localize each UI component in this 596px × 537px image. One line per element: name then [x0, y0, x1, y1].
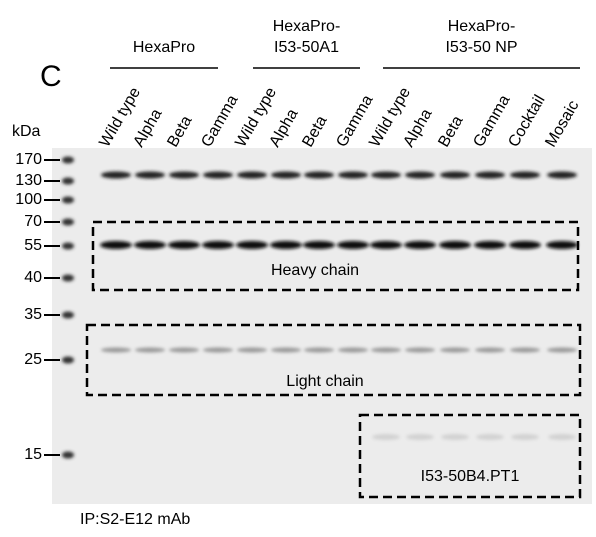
- lane-label: Alpha: [266, 106, 301, 150]
- band: [404, 241, 436, 249]
- band: [169, 171, 199, 179]
- band: [439, 241, 471, 249]
- band: [371, 171, 401, 179]
- lane-label: Alpha: [130, 106, 165, 150]
- band: [304, 171, 334, 179]
- region-box: [358, 413, 582, 499]
- region-label: Heavy chain: [271, 262, 359, 279]
- band: [405, 347, 435, 353]
- band: [405, 171, 435, 179]
- lane-label: Beta: [164, 113, 195, 150]
- marker-label: 55: [24, 237, 42, 254]
- lane-label: Beta: [299, 113, 330, 150]
- band: [475, 171, 505, 179]
- region-box: [91, 220, 580, 292]
- band: [371, 347, 401, 353]
- band: [370, 241, 402, 249]
- band: [547, 171, 577, 179]
- marker-label: 40: [24, 269, 42, 286]
- lane-label: Alpha: [400, 106, 435, 150]
- group-label: HexaPro: [133, 39, 195, 56]
- lane-label: Mosaic: [542, 98, 582, 150]
- region-label: Light chain: [286, 373, 363, 390]
- band: [406, 434, 434, 440]
- band: [511, 434, 539, 440]
- ladder-band: [62, 196, 74, 204]
- band: [547, 347, 577, 353]
- band: [271, 347, 301, 353]
- band: [100, 241, 132, 249]
- band: [135, 347, 165, 353]
- ladder-band: [62, 242, 74, 250]
- ladder-band: [62, 177, 74, 185]
- band: [476, 434, 504, 440]
- band: [475, 347, 505, 353]
- band: [338, 347, 368, 353]
- band: [236, 241, 268, 249]
- band: [510, 171, 540, 179]
- band: [271, 171, 301, 179]
- band: [304, 347, 334, 353]
- band: [509, 241, 541, 249]
- band: [338, 171, 368, 179]
- lane-label: Beta: [435, 113, 466, 150]
- band: [303, 241, 335, 249]
- band: [101, 347, 131, 353]
- marker-label: 35: [24, 306, 42, 323]
- footer: IP:S2-E12 mAb: [80, 511, 190, 528]
- band: [337, 241, 369, 249]
- band: [134, 241, 166, 249]
- region-label: I53-50B4.PT1: [421, 468, 520, 485]
- band: [202, 241, 234, 249]
- band: [203, 171, 233, 179]
- ladder-band: [62, 311, 74, 319]
- band: [441, 434, 469, 440]
- panel-label: C: [40, 60, 62, 93]
- marker-label: 130: [15, 172, 42, 189]
- band: [203, 347, 233, 353]
- band: [169, 347, 199, 353]
- group-label: I53-50A1: [274, 39, 339, 56]
- group-label: HexaPro-: [448, 18, 516, 35]
- ladder-band: [62, 274, 74, 282]
- bands: [62, 156, 578, 459]
- marker-label: 170: [15, 151, 42, 168]
- ladder-band: [62, 156, 74, 164]
- ladder-band: [62, 218, 74, 226]
- region-box: [85, 323, 582, 397]
- ladder-band: [62, 356, 74, 364]
- band: [237, 347, 267, 353]
- marker-label: 25: [24, 351, 42, 368]
- band: [548, 434, 576, 440]
- band: [440, 171, 470, 179]
- ladder-band: [62, 451, 74, 459]
- marker-label: 100: [15, 191, 42, 208]
- band: [474, 241, 506, 249]
- group-label: I53-50 NP: [445, 39, 517, 56]
- band: [510, 347, 540, 353]
- group-label: HexaPro-: [273, 18, 341, 35]
- band: [270, 241, 302, 249]
- band: [101, 171, 131, 179]
- band: [237, 171, 267, 179]
- band: [546, 241, 578, 249]
- band: [135, 171, 165, 179]
- marker-label: 70: [24, 213, 42, 230]
- band: [372, 434, 400, 440]
- band: [168, 241, 200, 249]
- marker-label: 15: [24, 446, 42, 463]
- band: [440, 347, 470, 353]
- axis-unit: kDa: [12, 123, 41, 140]
